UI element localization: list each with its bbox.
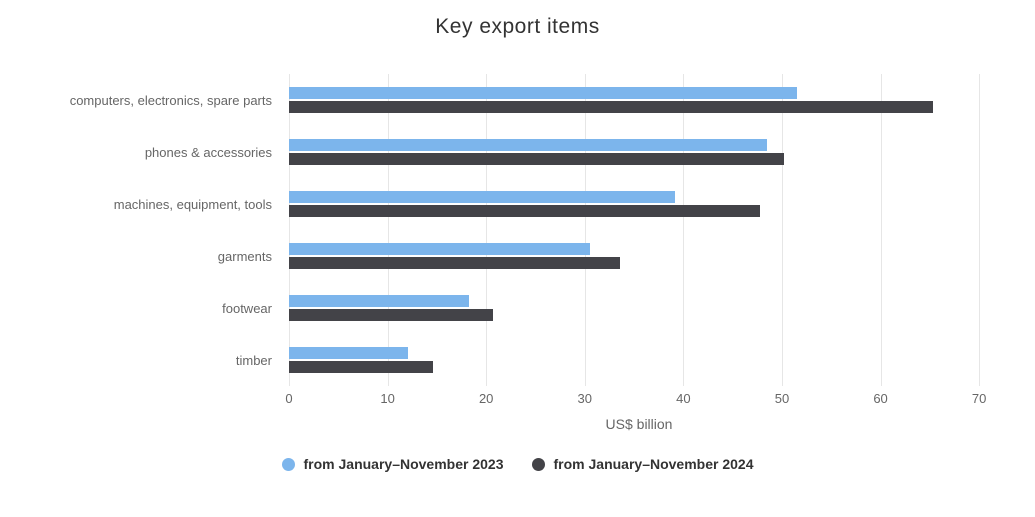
x-tick-label: 50 [774,391,790,406]
legend-marker-icon [531,457,545,471]
bar-group [289,295,989,321]
chart-row: machines, equipment, tools [0,178,1035,230]
x-axis-ticks: 0 10 20 30 40 50 60 70 [285,391,989,407]
x-tick-label: 40 [676,391,691,406]
bar-group [289,191,989,217]
gridline [880,74,882,386]
x-tick-label: 30 [577,391,592,406]
legend-label: from January–November 2024 [553,456,754,472]
category-label: machines, equipment, tools [113,196,272,212]
chart-row: garments [0,230,1035,282]
bar-series-2024[interactable] [289,101,933,113]
gridline [584,74,586,386]
chart-row: timber [0,334,1035,386]
bar-rows: computers, electronics, spare parts phone… [0,74,1035,386]
bar-series-2024[interactable] [289,309,494,321]
bar-group [289,243,989,269]
gridline [683,74,685,386]
x-tick-label: 10 [380,391,395,406]
gridline [781,74,783,386]
bar-series-2024[interactable] [289,153,784,165]
category-label: phones & accessories [144,144,272,160]
bar-series-2023[interactable] [289,243,590,255]
bar-group [289,87,989,113]
chart-title: Key export items [435,15,600,38]
gridline [979,74,981,386]
chart-row: computers, electronics, spare parts [0,74,1035,126]
gridline [289,74,290,386]
bar-series-2024[interactable] [289,361,433,373]
bar-series-2024[interactable] [289,205,761,217]
x-tick-label: 20 [478,391,494,406]
gridline [387,74,389,386]
bar-group [289,347,989,373]
legend-item-2023[interactable]: from January–November 2023 [281,456,504,472]
category-label: timber [235,352,272,368]
bar-series-2023[interactable] [289,295,470,307]
chart-row: footwear [0,282,1035,334]
legend-item-2024[interactable]: from January–November 2024 [531,456,754,472]
plot-gridlines [289,74,989,386]
x-tick-label: 60 [873,391,888,406]
x-tick-label: 0 [285,391,293,406]
bar-series-2023[interactable] [289,347,409,359]
bar-series-2023[interactable] [289,139,768,151]
chart-legend: from January–November 2023 from January–N… [0,456,1035,472]
bar-group [289,139,989,165]
category-label: computers, electronics, spare parts [69,92,272,108]
legend-marker-icon [281,457,295,471]
legend-label: from January–November 2023 [303,456,504,472]
chart-row: phones & accessories [0,126,1035,178]
bar-series-2023[interactable] [289,87,797,99]
x-tick-label: 70 [971,391,987,406]
bar-series-2023[interactable] [289,191,676,203]
category-label: garments [217,248,272,264]
bar-series-2024[interactable] [289,257,621,269]
x-axis-title: US$ billion [605,416,673,432]
gridline [486,74,488,386]
category-label: footwear [222,300,272,316]
